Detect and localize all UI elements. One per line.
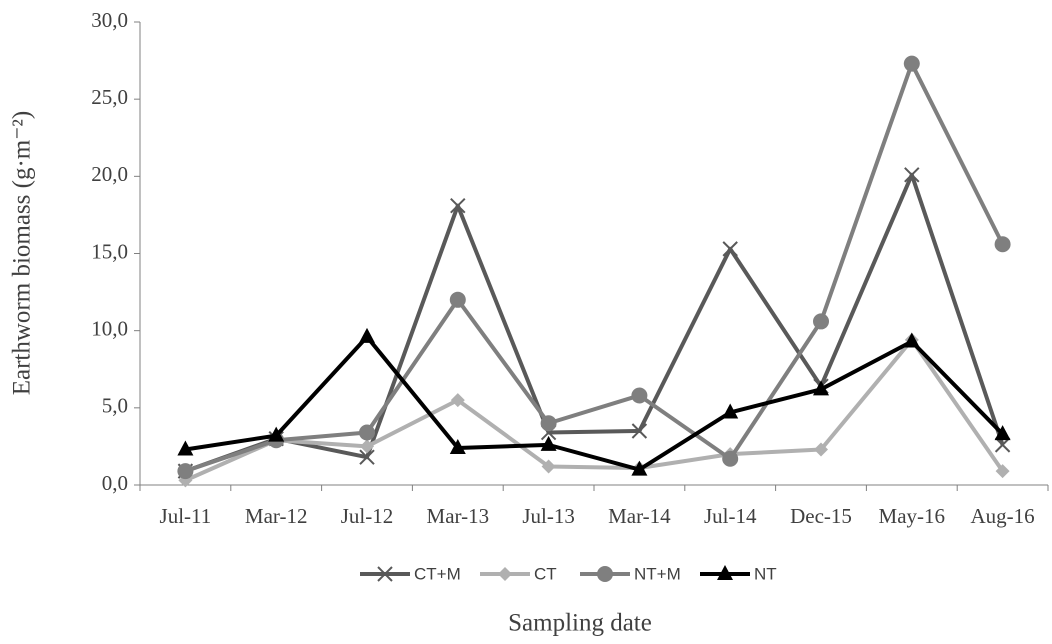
x-tick-label: Jul-14 [704,504,757,528]
legend-label: NT+M [634,564,681,583]
legend-marker [717,565,733,580]
data-point [994,236,1011,253]
data-point [541,459,556,474]
data-point [631,460,648,476]
y-axis-title: Earthworm biomass (g·m⁻²) [9,111,36,396]
legend-label: NT [754,564,777,583]
data-point [359,424,375,441]
data-point [359,327,375,343]
series-line [185,334,1005,472]
data-point [449,291,466,308]
y-tick-label: 25,0 [91,85,128,109]
data-point [722,241,738,257]
data-point [813,313,829,330]
legend-label: CT+M [414,564,461,583]
data-point [268,426,285,442]
data-point [722,450,739,467]
data-point [540,435,557,451]
data-point [449,438,466,454]
x-tick-label: Jul-11 [160,504,212,528]
y-tick-label: 30,0 [91,8,128,32]
series-line [184,172,1005,473]
y-tick-label: 5,0 [102,394,128,418]
data-point [994,437,1011,453]
data-point [359,449,375,465]
data-point [631,423,648,439]
x-tick-label: Aug-16 [971,504,1035,528]
series-line [184,61,1005,474]
data-point [813,380,829,396]
y-tick-label: 15,0 [91,239,128,263]
x-tick-label: Jul-13 [522,504,575,528]
data-point [903,55,920,72]
legend-marker [597,566,613,582]
x-tick-label: Mar-13 [427,504,490,528]
data-point [995,464,1010,479]
data-point [360,439,374,454]
data-point [540,415,557,432]
data-point [177,463,194,480]
legend-marker [498,567,512,581]
x-tick-label: Dec-15 [790,504,852,528]
x-tick-label: Mar-14 [608,504,671,528]
x-tick-label: Mar-12 [245,504,308,528]
legend-label: CT [534,564,557,583]
legend-marker [377,566,393,582]
y-tick-label: 0,0 [102,471,128,495]
x-axis-title: Sampling date [508,610,652,637]
x-tick-label: May-16 [879,504,946,528]
data-point [722,403,739,419]
data-point [177,440,194,456]
data-point [631,387,648,404]
x-tick-label: Jul-12 [341,504,394,528]
data-point [814,442,828,457]
data-point [450,197,466,214]
data-point [994,425,1011,441]
y-tick-label: 20,0 [91,162,128,186]
y-tick-label: 10,0 [91,316,128,340]
series-line [184,337,1005,483]
data-point [450,393,465,408]
data-point [903,332,920,348]
data-point [904,167,920,183]
